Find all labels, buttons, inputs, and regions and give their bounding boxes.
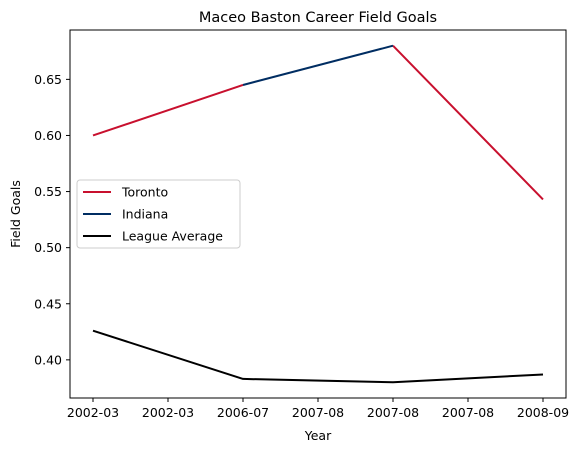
series-line-indiana — [242, 44, 394, 86]
y-tick-label: 0.60 — [34, 128, 62, 143]
y-axis-label: Field Goals — [8, 180, 23, 248]
x-tick-label: 2008-09 — [517, 405, 569, 420]
legend-box — [76, 179, 241, 249]
y-tick-label: 0.45 — [34, 296, 62, 311]
x-tick-label: 2007-08 — [292, 405, 344, 420]
y-tick-label: 0.40 — [34, 352, 62, 367]
x-tick-label: 2002-03 — [67, 405, 119, 420]
x-axis-label: Year — [304, 428, 332, 443]
x-tick-label: 2006-07 — [217, 405, 269, 420]
series-line-toronto — [92, 84, 244, 137]
legend-label-league-average: League Average — [122, 229, 223, 244]
y-tick-label: 0.55 — [34, 184, 62, 199]
x-tick-label: 2007-08 — [442, 405, 494, 420]
series-layer — [92, 44, 544, 384]
series-line-toronto — [392, 45, 544, 201]
legend-label-toronto: Toronto — [121, 185, 168, 200]
series-line-league-average — [92, 329, 544, 384]
y-tick-label: 0.50 — [34, 240, 62, 255]
legend: Toronto Indiana League Average — [76, 179, 241, 249]
y-tick-label: 0.65 — [34, 72, 62, 87]
legend-label-indiana: Indiana — [122, 207, 168, 222]
x-tick-label: 2007-08 — [367, 405, 419, 420]
chart-title: Maceo Baston Career Field Goals — [199, 10, 437, 26]
axis-ticks: 0.40 0.45 0.50 0.55 0.60 0.65 2002-03 2002-03 20… — [34, 72, 569, 420]
x-tick-label: 2002-03 — [142, 405, 194, 420]
